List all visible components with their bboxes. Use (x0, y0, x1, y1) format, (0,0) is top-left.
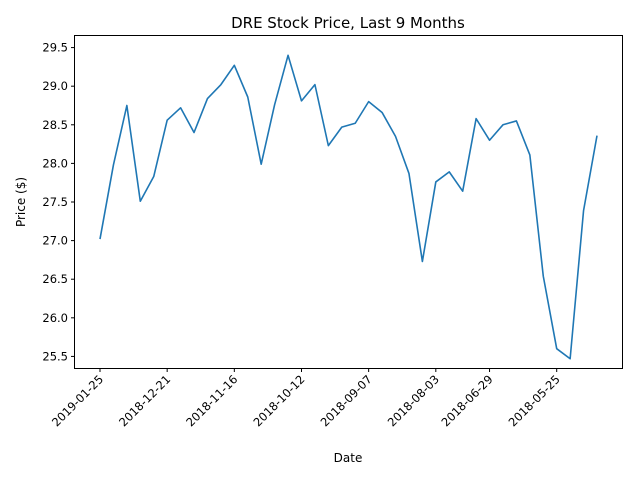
axes-frame (74, 35, 623, 369)
y-tick-label: 27.0 (42, 234, 68, 248)
y-tick-label: 25.5 (42, 349, 68, 363)
y-tick-label: 28.5 (42, 118, 68, 132)
y-tick-label: 27.5 (42, 195, 68, 209)
price-series-line (99, 54, 598, 360)
y-axis: 25.5 26.0 26.5 27.0 27.5 28.0 28.5 29.0 29.5 (42, 41, 75, 363)
chart-title: DRE Stock Price, Last 9 Months (231, 14, 465, 32)
y-tick-label: 26.0 (42, 311, 68, 325)
x-axis-label: Date (334, 451, 363, 465)
y-axis-label: Price ($) (14, 177, 28, 227)
y-tick-label: 29.5 (42, 41, 68, 55)
y-tick-label: 29.0 (42, 79, 68, 93)
y-tick-label: 26.5 (42, 272, 68, 286)
y-tick-label: 28.0 (42, 156, 68, 170)
